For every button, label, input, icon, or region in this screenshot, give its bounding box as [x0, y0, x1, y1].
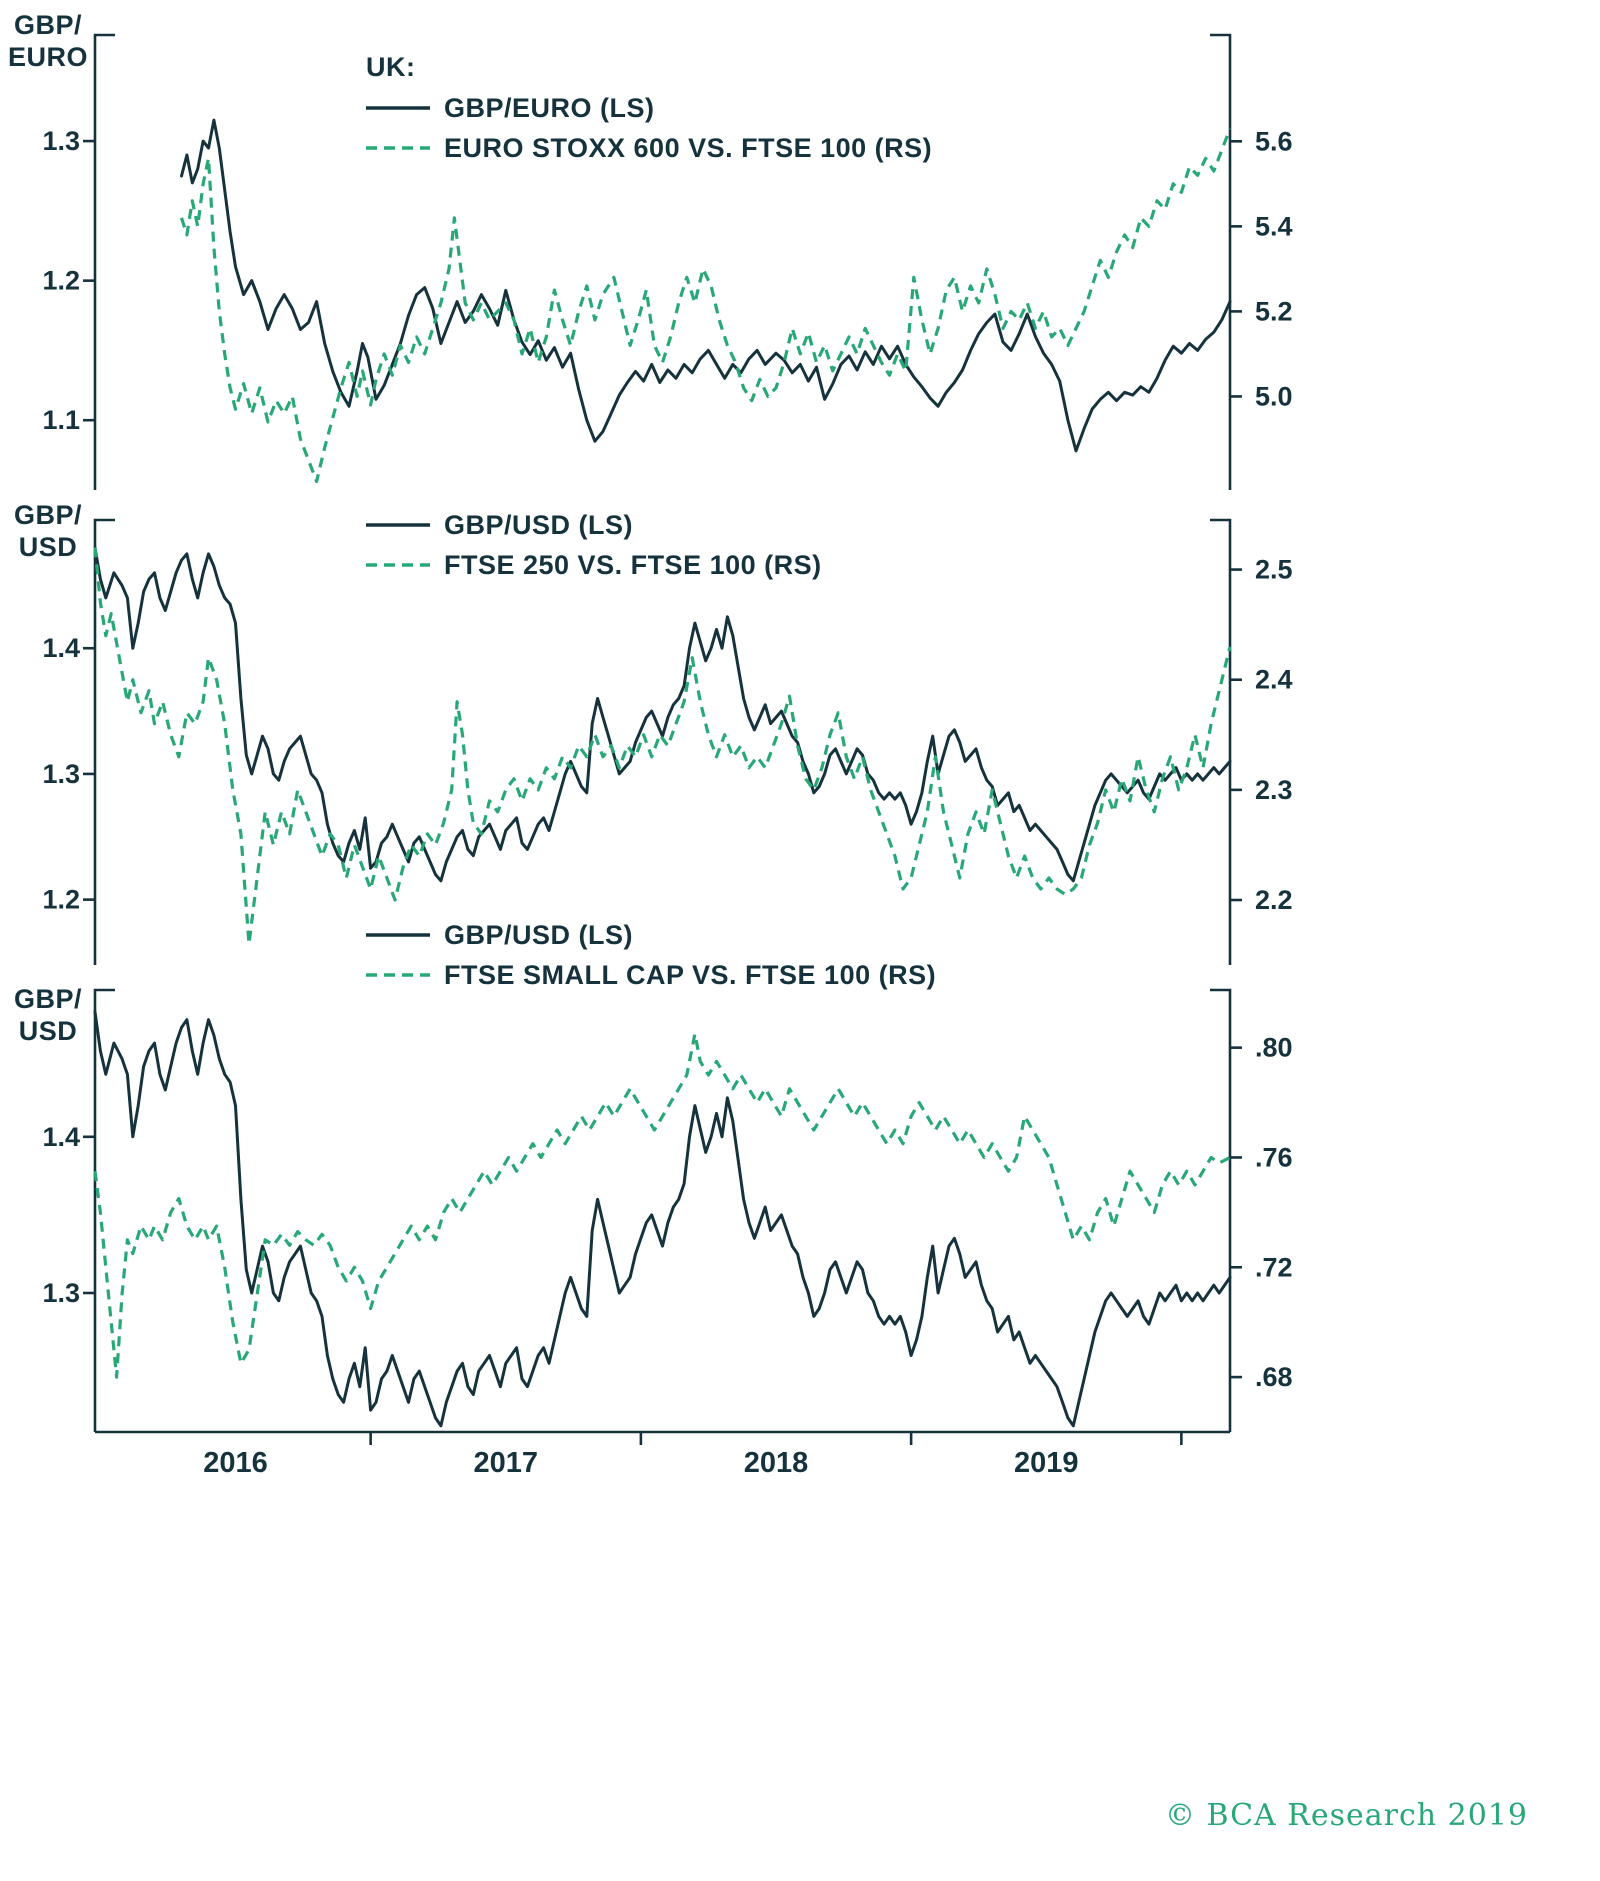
right-tick-label: .80	[1255, 1033, 1293, 1063]
left-tick-label: 1.2	[42, 266, 80, 296]
right-tick-label: .76	[1255, 1142, 1293, 1172]
right-tick-label: 5.0	[1255, 381, 1293, 411]
left-axis	[93, 518, 115, 965]
solid-line-swatch-icon	[366, 933, 430, 937]
legend-item-ftse-small-cap-vs-ftse-100-rs: FTSE SMALL CAP VS. FTSE 100 (RS)	[366, 955, 936, 995]
panel3-left-axis-title: GBP/ USD	[13, 984, 82, 1046]
legend-label: FTSE SMALL CAP VS. FTSE 100 (RS)	[444, 959, 937, 990]
right-axis	[1210, 518, 1232, 965]
panel-2: 1.4 1.3 1.2 2.5 2.4 2.3 2.2	[42, 518, 1293, 965]
panel3-legend: GBP/USD (LS) FTSE SMALL CAP VS. FTSE 100 …	[366, 915, 936, 995]
right-tick-label: 5.4	[1255, 211, 1293, 241]
right-tick-label: 2.3	[1255, 775, 1293, 805]
right-axis	[1210, 33, 1232, 490]
series-line-ftse-small-cap-vs-ftse-100	[93, 1032, 1231, 1379]
solid-line-swatch-icon	[366, 106, 430, 110]
left-axis	[93, 33, 115, 490]
right-tick-label: 2.4	[1255, 665, 1293, 695]
solid-line-swatch-icon	[366, 523, 430, 527]
legend-label: EURO STOXX 600 VS. FTSE 100 (RS)	[444, 132, 933, 163]
left-tick-label: 1.4	[42, 1122, 80, 1152]
legend-item-ftse-250-vs-ftse-100-rs: FTSE 250 VS. FTSE 100 (RS)	[366, 545, 822, 585]
right-axis	[1210, 988, 1232, 1432]
series-line-gbp-euro	[180, 118, 1232, 453]
series-line-gbp-usd	[93, 1010, 1232, 1428]
left-tick-label: 1.3	[42, 759, 80, 789]
right-tick-label: .72	[1255, 1252, 1293, 1282]
dashed-line-swatch-icon	[366, 973, 430, 977]
legend-label: GBP/EURO (LS)	[444, 92, 655, 123]
right-tick-label: 5.2	[1255, 296, 1293, 326]
right-tick-label: 2.5	[1255, 555, 1293, 585]
panel-3: 1.4 1.3 .80 .76 .72 .68	[42, 988, 1293, 1432]
left-tick-label: 1.4	[42, 633, 80, 663]
legend-label: FTSE 250 VS. FTSE 100 (RS)	[444, 549, 822, 580]
series-line-euro-stoxx-600-vs-ftse-100	[179, 128, 1232, 484]
panel1-left-axis-title: GBP/ EURO	[7, 10, 88, 72]
left-tick-label: 1.2	[42, 885, 80, 915]
legend-item-gbp-usd-ls: GBP/USD (LS)	[366, 915, 936, 955]
right-tick-label: .68	[1255, 1362, 1293, 1392]
left-tick-label: 1.3	[42, 1278, 80, 1308]
legend-item-euro-stoxx-600-vs-ftse-100-rs: EURO STOXX 600 VS. FTSE 100 (RS)	[366, 128, 932, 168]
legend-item-gbp-usd-ls: GBP/USD (LS)	[366, 505, 822, 545]
right-tick-label: 5.6	[1255, 126, 1293, 156]
legend-item-gbp-euro-ls: GBP/EURO (LS)	[366, 88, 932, 128]
right-tick-label: 2.2	[1255, 885, 1293, 915]
panel1-legend: UK: GBP/EURO (LS) EURO STOXX 600 VS. FTSE…	[366, 52, 932, 168]
panel2-left-axis-title: GBP/ USD	[13, 500, 82, 562]
x-tick-label: 2019	[1014, 1447, 1079, 1479]
x-tick-label: 2018	[744, 1447, 809, 1479]
legend-label: GBP/USD (LS)	[444, 919, 634, 950]
series-line-ftse-250-vs-ftse-100	[93, 547, 1232, 946]
left-axis	[93, 988, 115, 1432]
footer-credit: © BCA Research 2019	[1164, 1798, 1528, 1833]
left-tick-label: 1.1	[42, 405, 80, 435]
x-tick-label: 2016	[203, 1447, 268, 1479]
legend-label: GBP/USD (LS)	[444, 509, 634, 540]
dashed-line-swatch-icon	[366, 146, 430, 150]
panel2-legend: GBP/USD (LS) FTSE 250 VS. FTSE 100 (RS)	[366, 505, 822, 585]
panel1-legend-header: UK:	[366, 52, 416, 82]
series-line-gbp-usd	[93, 546, 1232, 883]
panel-1: 1.3 1.2 1.1 5.6 5.4 5.2 5.0	[42, 33, 1293, 490]
left-tick-label: 1.3	[42, 126, 80, 156]
dashed-line-swatch-icon	[366, 563, 430, 567]
x-axis: 2016 2017 2018 2019	[95, 1430, 1230, 1479]
x-tick-label: 2017	[474, 1447, 539, 1479]
